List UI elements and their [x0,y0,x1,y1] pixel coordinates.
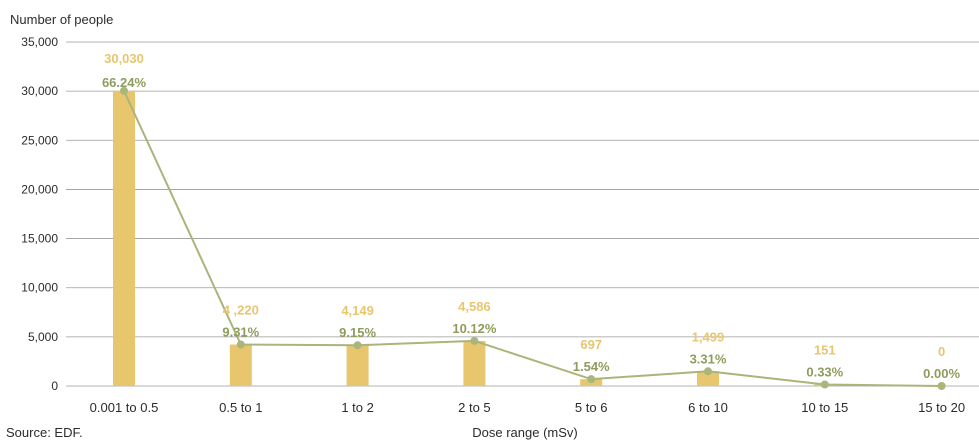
y-tick-label: 15,000 [21,232,58,246]
line-point [820,380,829,389]
line-point [587,375,596,384]
y-tick-label: 20,000 [21,182,58,196]
y-tick-label: 0 [51,379,58,393]
line-point [353,341,362,350]
x-tick-label: 0.001 to 0.5 [90,400,159,415]
data-labels: 30,030 66.24% 4 ,220 9.31% 4,149 9.15% 4,586 10… [102,51,961,381]
value-label: 0 [938,344,945,359]
x-axis-label: Dose range (mSv) [472,425,577,440]
bar [463,340,486,386]
percent-label: 9.15% [339,325,376,340]
x-tick-label: 0.5 to 1 [219,400,262,415]
x-tick-label: 1 to 2 [341,400,374,415]
x-tick-label: 10 to 15 [801,400,848,415]
y-tick-label: 5,000 [28,330,58,344]
y-tick-label: 30,000 [21,84,58,98]
line-point [120,86,128,95]
y-axis-label: Number of people [10,12,113,27]
y-axis-ticks: 0 5,000 10,000 15,000 20,000 25,000 30,000 35,0… [21,35,58,393]
percent-label: 66.24% [102,75,147,90]
value-label: 4,149 [341,303,374,318]
x-tick-label: 5 to 6 [575,400,608,415]
x-tick-label: 2 to 5 [458,400,491,415]
y-tick-label: 10,000 [21,281,58,295]
bar [113,90,135,387]
value-label: 30,030 [104,51,144,66]
bar [346,345,369,386]
y-tick-label: 25,000 [21,133,58,147]
line-point [704,367,712,376]
line-point [470,336,479,345]
bar [229,344,252,386]
value-label: 697 [580,337,602,352]
line-point [236,340,245,349]
value-label: 1,499 [692,329,725,344]
bar [697,371,719,386]
x-axis-ticks: 0.001 to 0.5 0.5 to 1 1 to 2 2 to 5 5 to 6 6 … [90,400,965,415]
percent-label: 1.54% [573,359,610,374]
bars [113,90,836,387]
source-note: Source: EDF. [6,425,83,440]
percent-label: 0.33% [806,365,843,380]
x-tick-label: 15 to 20 [918,400,965,415]
percentage-line [123,90,942,387]
x-tick-label: 6 to 10 [688,400,728,415]
value-label: 151 [814,343,836,358]
percent-label: 3.31% [690,351,727,366]
value-label: 4,586 [458,299,491,314]
percent-label: 0.00% [923,366,960,381]
percent-label: 9.31% [222,325,259,340]
percentage-line-series [120,86,946,390]
value-label: 4 ,220 [223,303,259,318]
line-point [937,382,946,390]
grid-lines [66,41,979,387]
percent-label: 10.12% [452,321,497,336]
y-tick-label: 35,000 [21,35,58,49]
